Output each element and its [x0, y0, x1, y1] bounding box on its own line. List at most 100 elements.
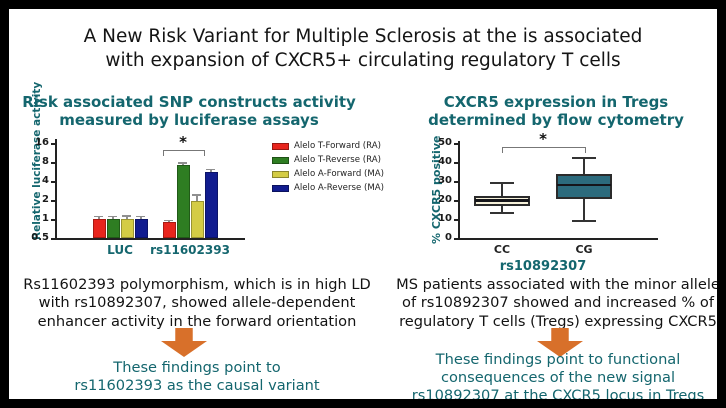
left-heading-line-2: measured by luciferase assays [59, 111, 319, 129]
y-axis-line [55, 139, 57, 240]
error-bar-line [126, 215, 128, 219]
right-conclusion-line-3: rs10892307 at the CXCR5 locus in Tregs [411, 386, 705, 404]
x-axis-title: rs10892307 [499, 259, 587, 274]
y-tick-mark [454, 181, 458, 183]
down-arrow-icon [161, 328, 207, 357]
left-conclusion-line-2: rs11602393 as the causal variant [74, 376, 320, 394]
right-panel-heading: CXCR5 expression in Tregs determined by … [401, 93, 711, 129]
y-tick-label: 0.5 [31, 232, 49, 243]
y-tick-label: 8 [42, 156, 49, 167]
bar-Alelo A-Forward (MA) [190, 201, 204, 238]
legend-label: Alelo T-Forward (RA) [294, 141, 381, 151]
legend-swatch-icon [272, 156, 289, 164]
left-heading-line-1: Risk associated SNP constructs activity [22, 93, 356, 111]
legend-item: Alelo A-Reverse (MA) [272, 183, 384, 193]
x-tick-label: CC [493, 243, 511, 256]
whisker-cap-max [572, 157, 596, 160]
bar-chart-legend: Alelo T-Forward (RA) Alelo T-Reverse (RA)… [272, 141, 384, 197]
whisker-cap-min [572, 219, 596, 222]
y-tick-label: 30 [438, 175, 452, 186]
y-tick-mark [454, 219, 458, 221]
y-tick-mark [51, 238, 55, 240]
left-conclusion: These findings point to rs11602393 as th… [11, 359, 383, 395]
legend-swatch-icon [272, 184, 289, 192]
bar-Alelo T-Reverse (RA) [106, 219, 120, 238]
y-axis-label: Relative luciferase activity [31, 81, 43, 240]
median-line [557, 183, 611, 187]
legend-item: Alelo T-Reverse (RA) [272, 155, 382, 165]
bar-Alelo T-Reverse (RA) [176, 164, 190, 238]
y-tick-label: 40 [438, 156, 452, 167]
significance-star: * [539, 130, 547, 148]
y-tick-mark [454, 238, 458, 240]
y-tick-mark [51, 181, 55, 183]
cxcr5-box-plot: % CXCR5 positive 0 10 20 30 40 50 CC CG rs1089230… [420, 128, 700, 283]
left-desc-line-3: enhancer activity in the forward orienta… [37, 312, 357, 330]
right-desc-line-1: MS patients associated with the minor al… [396, 276, 720, 293]
y-tick-label: 4 [42, 175, 49, 186]
title-line-1: A New Risk Variant for Multiple Sclerosi… [83, 26, 643, 47]
x-tick-label: CG [575, 243, 593, 256]
error-bar-line [196, 194, 198, 202]
legend-item: Alelo A-Forward (MA) [272, 169, 384, 179]
bar-Alelo A-Reverse (MA) [204, 172, 218, 238]
right-conclusion-line-1: These findings point to functional [435, 351, 681, 368]
error-bar-cap [164, 219, 173, 222]
bar-Alelo T-Forward (RA) [92, 219, 106, 238]
right-heading-line-1: CXCR5 expression in Tregs [443, 93, 669, 111]
y-axis-line [458, 141, 460, 240]
error-bar-cap [178, 162, 187, 164]
right-conclusion-line-2: consequences of the new signal [440, 368, 676, 386]
bar-Alelo A-Reverse (MA) [134, 219, 148, 238]
x-axis-line [458, 238, 658, 240]
y-tick-mark [51, 219, 55, 221]
y-tick-label: 20 [438, 194, 452, 205]
legend-label: Alelo T-Reverse (RA) [294, 155, 381, 165]
error-bar-cap [108, 215, 117, 218]
error-bar-cap [206, 168, 215, 171]
y-tick-label: 10 [438, 213, 452, 224]
whisker-cap-min [490, 212, 514, 215]
y-tick-mark [51, 143, 55, 145]
error-bar-cap [94, 215, 103, 218]
y-tick-label: 16 [35, 137, 49, 148]
y-tick-label: 2 [42, 194, 49, 205]
y-tick-mark [51, 200, 55, 202]
right-desc-line-2: of rs10892307 showed and increased % of [402, 294, 714, 312]
right-desc-line-3: regulatory T cells (Tregs) expressing CX… [399, 312, 717, 330]
y-tick-mark [51, 162, 55, 164]
significance-bracket [502, 147, 586, 153]
left-panel-heading: Risk associated SNP constructs activity … [9, 93, 369, 129]
error-bar-cap [122, 215, 131, 217]
legend-swatch-icon [272, 170, 289, 178]
title-line-2: with expansion of CXCR5+ circulating reg… [105, 50, 621, 72]
error-bar-cap [136, 215, 145, 218]
whisker-cap-max [490, 181, 514, 184]
right-description: MS patients associated with the minor al… [392, 276, 720, 331]
right-heading-line-2: determined by flow cytometry [428, 111, 684, 129]
y-tick-label: 1 [42, 213, 49, 224]
luciferase-bar-chart: Relative luciferase activity 0.5 1 2 4 8 16 LUC… [30, 81, 380, 278]
y-tick-mark [454, 162, 458, 164]
error-bar-line [210, 168, 212, 173]
error-bar-cap [192, 194, 201, 196]
error-bar-line [140, 215, 142, 219]
error-bar-line [98, 215, 100, 219]
bar-Alelo T-Forward (RA) [162, 221, 176, 238]
left-description: Rs11602393 polymorphism, which is in hig… [11, 276, 383, 331]
left-conclusion-line-1: These findings point to [113, 359, 281, 376]
right-conclusion: These findings point to functional conse… [392, 351, 717, 404]
left-desc-line-1: Rs11602393 polymorphism, which is in hig… [23, 276, 371, 293]
significance-bracket [163, 150, 205, 156]
legend-item: Alelo T-Forward (RA) [272, 141, 382, 151]
bar-Alelo A-Forward (MA) [120, 219, 134, 238]
median-line [475, 199, 529, 202]
box-CG [556, 174, 612, 200]
y-tick-label: 0 [445, 232, 452, 243]
page-title: A New Risk Variant for Multiple Sclerosi… [9, 25, 717, 74]
legend-swatch-icon [272, 142, 289, 150]
x-tick-label: LUC [107, 243, 133, 257]
significance-star: * [179, 133, 187, 151]
error-bar-line [112, 215, 114, 219]
